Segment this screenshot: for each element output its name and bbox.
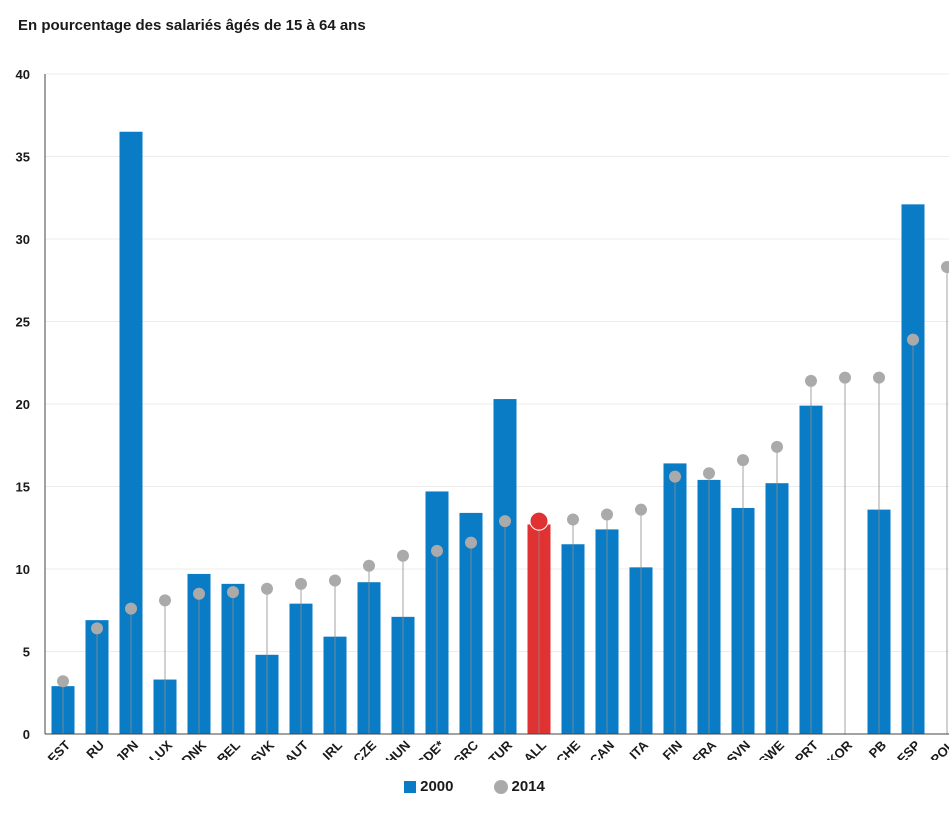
x-tick-label: RU: [83, 738, 107, 760]
y-tick-label: 25: [16, 315, 30, 330]
dot-tur: [499, 515, 511, 528]
dot-svn: [737, 454, 749, 467]
dot-fin: [669, 470, 681, 483]
dot-svk: [261, 582, 273, 595]
dot-fra: [703, 467, 715, 480]
dot-pb: [873, 371, 885, 384]
legend-swatch-square: [404, 780, 417, 793]
dot-ita: [635, 503, 647, 516]
legend-label-2000: 2000: [420, 778, 454, 795]
legend-item-2014: 2014: [493, 778, 545, 795]
x-tick-label: ESP: [894, 737, 923, 760]
y-tick-label: 20: [16, 397, 30, 412]
legend-item-2000: 2000: [404, 778, 454, 795]
x-tick-label: CAN: [587, 738, 618, 760]
x-tick-label: SVN: [724, 738, 754, 760]
dots-2014: [57, 261, 949, 688]
y-tick-label: 15: [16, 480, 30, 495]
dot-hun: [397, 549, 409, 562]
dot-ocde: [431, 544, 443, 557]
x-tick-label: ALL: [521, 737, 550, 760]
dot-pol: [941, 261, 949, 274]
x-tick-label: GRC: [450, 737, 481, 760]
x-tick-label: SVK: [248, 737, 278, 760]
dot-est: [57, 675, 69, 688]
x-tick-label: AUT: [282, 737, 312, 760]
dot-swe: [771, 440, 783, 453]
x-tick-label: DNK: [179, 737, 210, 760]
x-tick-label: EST: [45, 737, 74, 760]
x-tick-label: FIN: [660, 738, 685, 760]
dot-can: [601, 508, 613, 521]
x-tick-label: CHE: [553, 737, 583, 760]
dot-cze: [363, 559, 375, 572]
x-tick-label: JPN: [113, 738, 141, 760]
x-tick-label: HUN: [383, 738, 414, 760]
y-tick-label: 30: [16, 232, 30, 247]
x-tick-label: SWE: [756, 737, 788, 760]
x-tick-label: PB: [866, 738, 889, 760]
dot-all: [529, 511, 549, 531]
x-tick-label: CZE: [350, 737, 379, 760]
x-tick-label: TUR: [486, 737, 516, 760]
y-tick-label: 0: [23, 727, 30, 742]
dot-bel: [227, 586, 239, 599]
dot-che: [567, 513, 579, 526]
dot-aut: [295, 577, 307, 590]
bar-chart: 0 5 10 15 20 25 30 35 40 EST RU JPN LUX DNK BEL SVK AUT…: [16, 67, 949, 760]
dot-grc: [465, 536, 477, 549]
bar-jpn: [119, 131, 143, 734]
axes: [44, 74, 949, 735]
dot-irl: [329, 574, 341, 587]
dot-ru: [91, 622, 103, 635]
dot-lux: [159, 594, 171, 607]
x-tick-label: POL: [928, 737, 949, 760]
x-tick-label: IRL: [320, 737, 345, 760]
stems-2014: [62, 267, 948, 734]
x-tick-label: FRA: [690, 737, 720, 760]
y-tick-label: 10: [16, 562, 30, 577]
y-tick-label: 35: [16, 150, 30, 165]
y-tick-labels: 0 5 10 15 20 25 30 35 40: [16, 67, 30, 742]
chart-subtitle: En pourcentage des salariés âgés de 15 à…: [18, 17, 366, 34]
x-tick-label: PRT: [792, 737, 821, 760]
legend-swatch-dot: [493, 779, 508, 794]
y-tick-label: 5: [23, 645, 30, 660]
x-tick-label: ITA: [626, 737, 651, 760]
x-tick-label: KOR: [824, 737, 855, 760]
dot-prt: [805, 374, 817, 387]
y-tick-label: 40: [16, 67, 30, 82]
x-tick-label: LUX: [146, 737, 175, 760]
x-tick-label: BEL: [214, 737, 243, 760]
legend: 2000 2014: [0, 778, 949, 795]
dot-esp: [907, 333, 919, 346]
legend-label-2014: 2014: [511, 778, 545, 795]
dot-dnk: [193, 587, 205, 600]
dot-jpn: [125, 602, 137, 615]
bars-2000: [51, 131, 925, 735]
dot-kor: [839, 371, 851, 384]
